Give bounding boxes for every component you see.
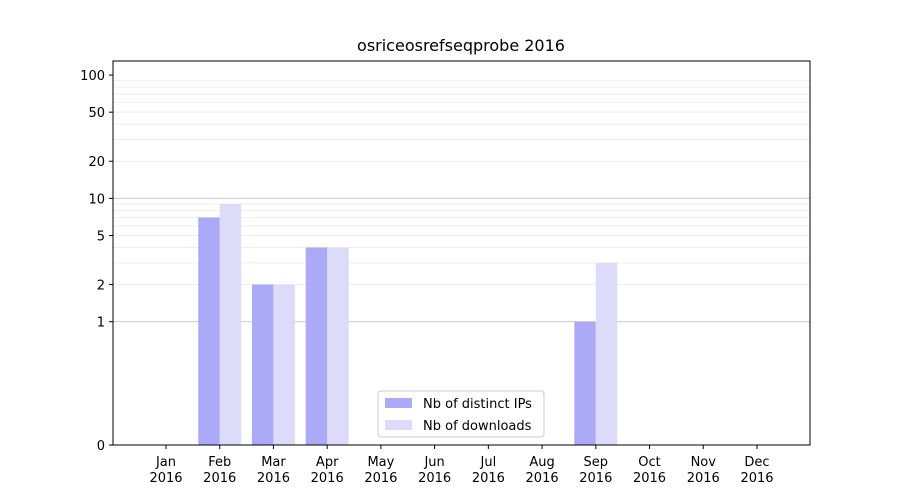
y-tick-label: 50 <box>88 106 105 121</box>
x-tick-label-month: Jan <box>155 455 176 470</box>
x-tick-label-year: 2016 <box>633 471 666 486</box>
bar <box>574 321 596 445</box>
y-tick-label: 1 <box>97 316 105 331</box>
x-tick-label-month: Mar <box>261 455 286 470</box>
y-tick-label: 10 <box>88 192 105 207</box>
x-tick-label-month: Nov <box>691 455 717 470</box>
bar <box>595 262 618 445</box>
y-axis: 0 1 2 5 10 20 50 100 <box>80 69 113 454</box>
legend-label-distinct-ips: Nb of distinct IPs <box>423 397 532 412</box>
plot-frame <box>112 60 811 446</box>
legend-swatch-distinct-ips <box>385 398 412 408</box>
x-tick-label-year: 2016 <box>311 471 344 486</box>
y-tick-label: 100 <box>80 69 105 84</box>
x-tick-label-month: Dec <box>744 455 769 470</box>
x-tick-label-year: 2016 <box>364 471 397 486</box>
x-tick-label-year: 2016 <box>418 471 451 486</box>
legend: Nb of distinct IPs Nb of downloads <box>377 390 545 438</box>
y-tick-label: 20 <box>88 155 105 170</box>
x-tick-label-month: Aug <box>529 455 554 470</box>
x-tick-label-year: 2016 <box>579 471 612 486</box>
x-tick-label-month: Jun <box>423 455 444 470</box>
bars <box>198 204 618 445</box>
bar <box>219 204 242 445</box>
bar <box>198 217 220 445</box>
x-tick-label-year: 2016 <box>257 471 290 486</box>
legend-swatch-downloads <box>385 420 412 430</box>
x-tick-label-month: Oct <box>638 455 660 470</box>
bar <box>305 247 328 445</box>
y-tick-label: 5 <box>97 229 105 244</box>
x-tick-label-year: 2016 <box>687 471 720 486</box>
x-tick-label-month: Apr <box>316 455 339 470</box>
x-axis: Jan2016Feb2016Mar2016Apr2016May2016Jun20… <box>149 445 774 486</box>
x-tick-label-year: 2016 <box>740 471 773 486</box>
bar <box>251 284 274 445</box>
y-tick-label: 2 <box>97 279 105 294</box>
x-tick-label-year: 2016 <box>526 471 559 486</box>
x-tick-label-year: 2016 <box>203 471 236 486</box>
x-tick-label-month: Sep <box>584 455 609 470</box>
x-tick-label-month: May <box>367 455 394 470</box>
x-tick-label-year: 2016 <box>472 471 505 486</box>
x-tick-label-month: Jul <box>480 455 497 470</box>
x-tick-label-month: Feb <box>208 455 231 470</box>
y-tick-label: 0 <box>97 439 105 454</box>
bar <box>327 247 349 445</box>
legend-label-downloads: Nb of downloads <box>423 419 532 434</box>
chart-title: osriceosrefseqprobe 2016 <box>357 36 565 55</box>
legend-box <box>377 390 545 438</box>
bar <box>273 284 295 445</box>
x-tick-label-year: 2016 <box>149 471 182 486</box>
